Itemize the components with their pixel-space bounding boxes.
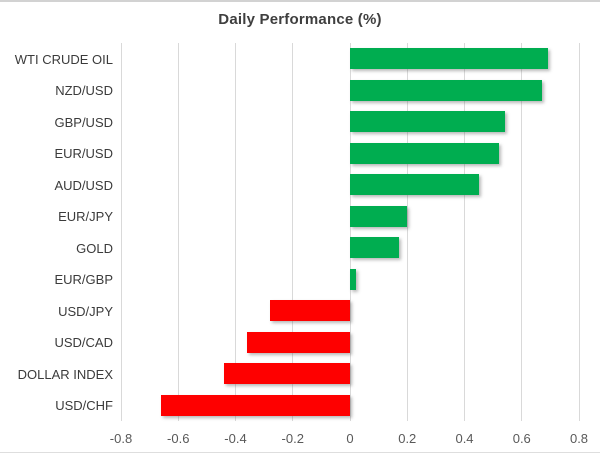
bar-eur-usd xyxy=(350,142,499,164)
category-label: DOLLAR INDEX xyxy=(17,366,113,382)
category-label: WTI CRUDE OIL xyxy=(14,51,113,67)
value-axis: -0.8 -0.6 -0.4 -0.2 0 0.2 0.4 0.6 0.8 xyxy=(0,432,600,450)
gridline xyxy=(521,43,523,421)
gridline xyxy=(464,43,465,421)
x-tick-label: 0.6 xyxy=(512,431,531,446)
bar-eur-gbp xyxy=(350,268,356,290)
category-label: AUD/USD xyxy=(54,177,113,193)
category-label: EUR/GBP xyxy=(54,272,113,288)
x-tick-label: 0.8 xyxy=(569,431,589,446)
category-label: USD/CAD xyxy=(54,335,113,351)
gridline xyxy=(177,43,179,421)
category-label: NZD/USD xyxy=(55,83,113,99)
bar-wti-crude-oil xyxy=(350,48,548,70)
x-tick-label: 0 xyxy=(346,431,354,446)
category-label: USD/JPY xyxy=(58,303,113,319)
category-label: EUR/USD xyxy=(54,146,113,162)
gridline xyxy=(235,43,236,421)
x-tick-label: -0.2 xyxy=(281,431,304,446)
category-label: EUR/JPY xyxy=(58,209,113,225)
category-label: GOLD xyxy=(76,240,113,256)
plot-area xyxy=(120,43,580,421)
x-tick-label: -0.8 xyxy=(109,431,133,446)
chart-title: Daily Performance (%) xyxy=(218,11,382,28)
gridline xyxy=(120,43,122,421)
category-label: GBP/USD xyxy=(54,114,113,130)
x-tick-label: 0.4 xyxy=(455,431,474,446)
bar-dollar-index xyxy=(224,363,350,385)
bar-usd-jpy xyxy=(269,300,350,322)
x-tick-label: -0.4 xyxy=(224,431,247,446)
gridline xyxy=(349,43,351,421)
gridline xyxy=(406,43,408,421)
x-tick-label: -0.6 xyxy=(167,431,190,446)
bar-nzd-usd xyxy=(350,79,542,101)
category-label: USD/CHF xyxy=(55,398,113,414)
bar-aud-usd xyxy=(350,174,479,196)
bar-eur-jpy xyxy=(350,205,408,227)
bar-gold xyxy=(350,237,399,259)
gridline xyxy=(292,43,294,421)
gridline xyxy=(578,43,580,421)
category-axis: WTI CRUDE OIL NZD/USD GBP/USD EUR/USD AUD/US… xyxy=(0,43,113,421)
bar-usd-cad xyxy=(246,331,350,353)
bar-usd-chf xyxy=(161,394,350,416)
x-tick-label: 0.2 xyxy=(398,431,417,446)
bar-gbp-usd xyxy=(350,111,505,133)
